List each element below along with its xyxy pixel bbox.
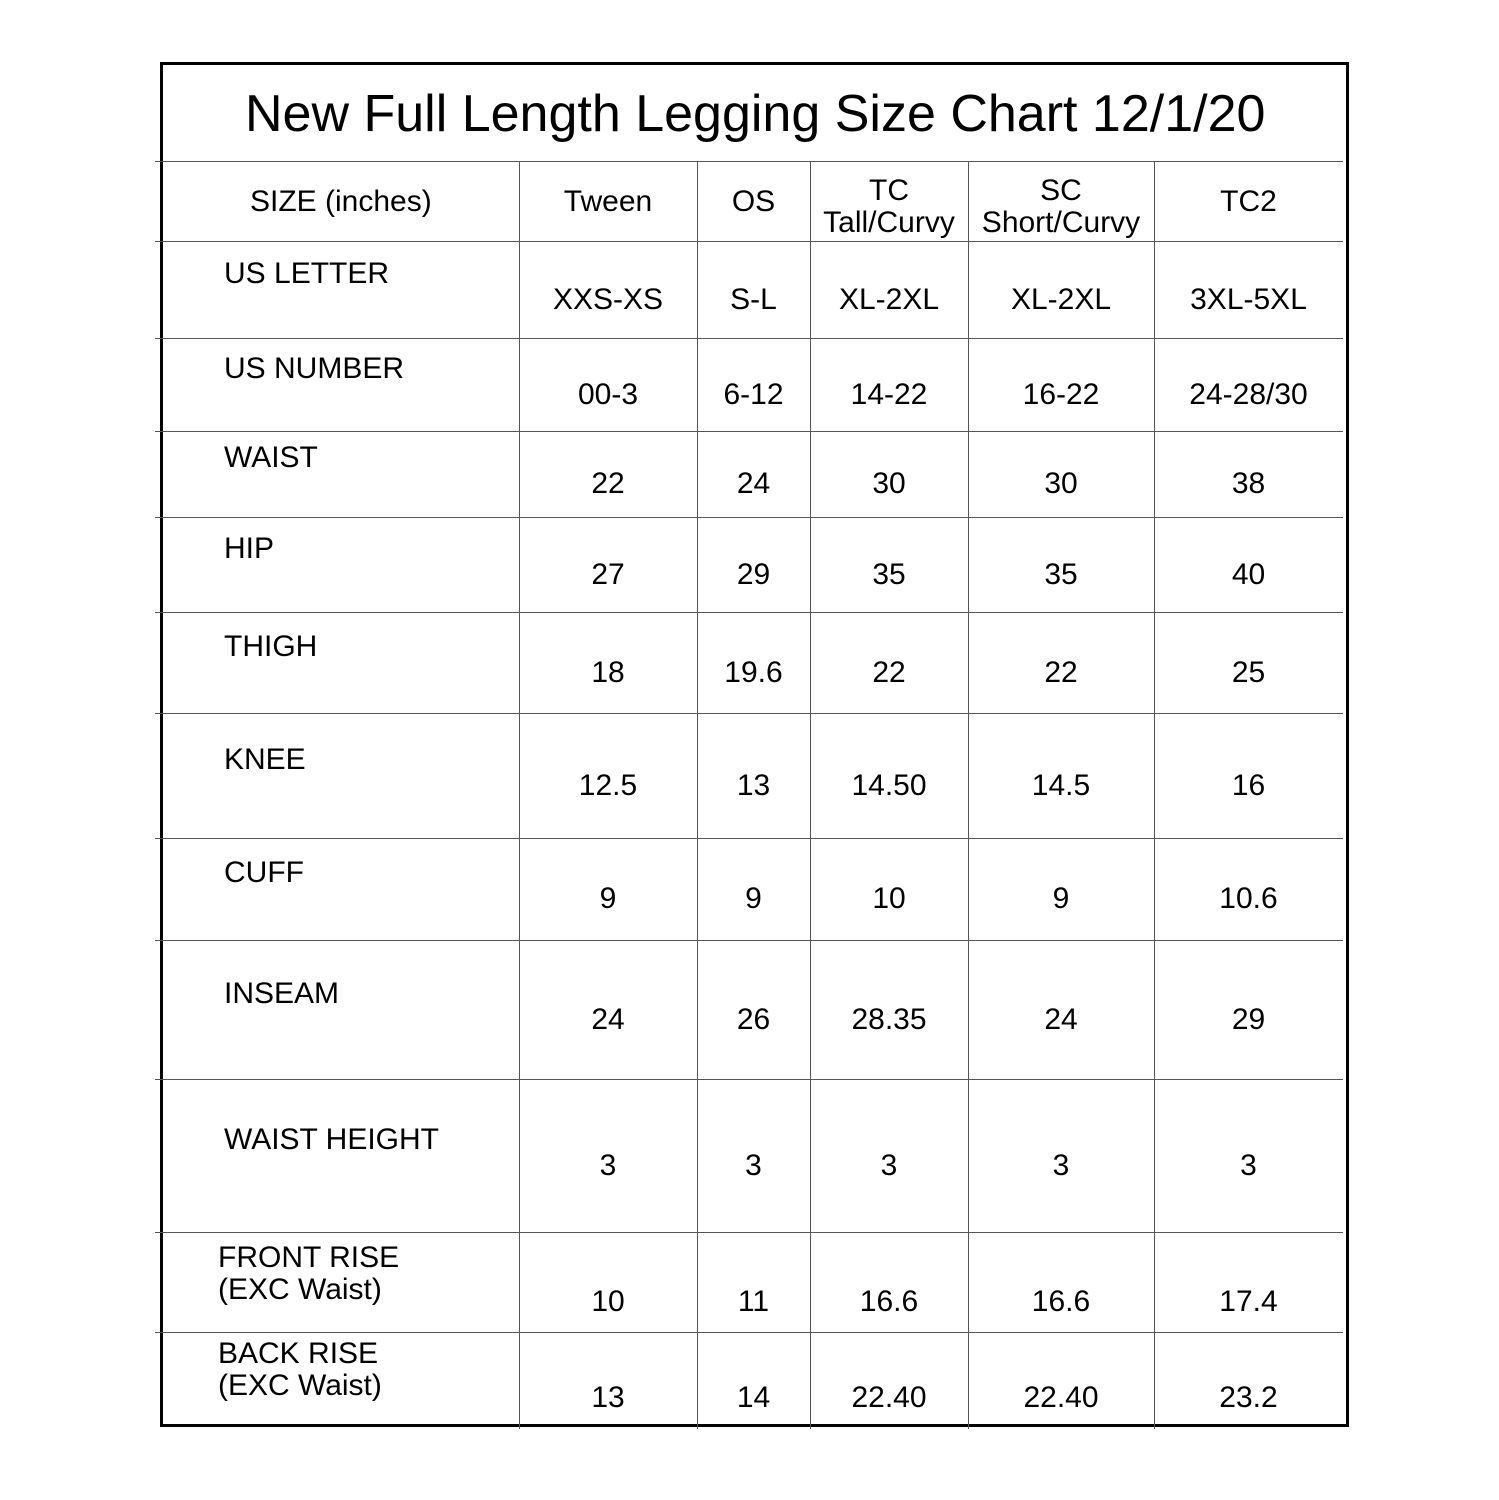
size-header-label: SIZE (inches) (250, 185, 432, 218)
column-divider (519, 161, 520, 1429)
size-value: 22 (872, 655, 906, 689)
size-value: 14.50 (851, 768, 927, 802)
row-divider (155, 1332, 1343, 1333)
size-value: 13 (591, 1381, 625, 1414)
size-value: 3 (1052, 1148, 1070, 1182)
size-value: 40 (1231, 557, 1266, 591)
size-value: 3XL-5XL (1190, 282, 1307, 316)
row-label: HIP (224, 531, 275, 565)
row-label: WAIST HEIGHT (224, 1122, 440, 1156)
size-value: 3 (599, 1148, 617, 1182)
size-value: 24-28/30 (1189, 377, 1308, 411)
column-header: Tween (563, 185, 653, 218)
row-divider (155, 1079, 1343, 1080)
size-value: 10 (872, 882, 906, 915)
size-value: 26 (736, 1002, 771, 1036)
size-value: 24 (736, 467, 771, 500)
row-divider (155, 161, 1343, 162)
size-value: 35 (1044, 557, 1078, 591)
row-divider (155, 1232, 1343, 1233)
size-value: 14 (736, 1381, 771, 1414)
size-value: 23.2 (1219, 1381, 1278, 1414)
size-value: 19.6 (724, 655, 783, 689)
size-value: 24 (1044, 1002, 1078, 1036)
column-header: SC Short/Curvy (981, 174, 1141, 239)
size-value: 3 (1240, 1148, 1257, 1182)
page-title: New Full Length Legging Size Chart 12/1/… (245, 85, 1266, 143)
row-label: INSEAM (224, 976, 340, 1010)
column-divider (1154, 161, 1155, 1429)
size-value: 22 (591, 467, 625, 500)
size-value: 9 (745, 882, 762, 915)
size-value: 14-22 (850, 377, 928, 411)
size-value: 18 (591, 655, 625, 689)
row-label: WAIST (224, 441, 318, 474)
size-value: 16.6 (859, 1285, 919, 1318)
column-header: TC Tall/Curvy (823, 174, 955, 239)
size-value: 24 (591, 1002, 625, 1036)
size-value: 10 (591, 1285, 625, 1318)
size-value: 22.40 (1023, 1381, 1099, 1414)
row-divider (155, 940, 1343, 941)
row-divider (155, 431, 1343, 432)
row-divider (155, 338, 1343, 339)
size-value: 25 (1231, 655, 1266, 689)
row-label: KNEE (224, 742, 306, 776)
size-value: XL-2XL (1010, 282, 1112, 316)
size-value: 30 (1044, 467, 1078, 500)
size-value: 27 (591, 557, 625, 591)
row-divider (155, 838, 1343, 839)
column-divider (697, 161, 698, 1429)
size-value: 30 (872, 467, 906, 500)
size-value: S-L (730, 282, 777, 316)
column-header: TC2 (1220, 185, 1277, 218)
column-divider (968, 161, 969, 1429)
size-value: 3 (745, 1148, 762, 1182)
size-value: 29 (1231, 1002, 1266, 1036)
size-value: 3 (880, 1148, 898, 1182)
size-value: 22 (1044, 655, 1078, 689)
size-value: 13 (736, 768, 771, 802)
size-value: 16-22 (1022, 377, 1100, 411)
size-value: 22.40 (851, 1381, 927, 1414)
size-value: 12.5 (578, 768, 638, 802)
row-label: BACK RISE (EXC Waist) (218, 1337, 382, 1402)
size-value: 14.5 (1031, 768, 1091, 802)
size-value: 9 (599, 882, 617, 915)
row-label: FRONT RISE (EXC Waist) (218, 1241, 400, 1306)
size-value: 28.35 (851, 1002, 927, 1036)
size-value: 6-12 (723, 377, 784, 411)
row-label: CUFF (224, 856, 304, 889)
row-label: THIGH (224, 629, 318, 663)
row-divider (155, 612, 1343, 613)
row-divider (155, 517, 1343, 518)
size-value: 38 (1231, 467, 1266, 500)
row-divider (155, 713, 1343, 714)
column-header: OS (731, 185, 776, 218)
size-value: 9 (1052, 882, 1070, 915)
size-value: 10.6 (1219, 882, 1278, 915)
size-value: XL-2XL (838, 282, 940, 316)
size-value: 11 (737, 1285, 770, 1318)
size-value: XXS-XS (552, 282, 664, 316)
size-chart-frame (160, 62, 1349, 1427)
row-divider (155, 241, 1343, 242)
size-value: 29 (736, 557, 771, 591)
size-value: 35 (872, 557, 906, 591)
row-label: US NUMBER (224, 351, 405, 385)
column-divider (810, 161, 811, 1429)
size-value: 16 (1231, 768, 1266, 802)
size-value: 00-3 (577, 377, 639, 411)
size-value: 16.6 (1031, 1285, 1091, 1318)
size-value: 17.4 (1219, 1285, 1278, 1318)
row-label: US LETTER (224, 256, 390, 290)
